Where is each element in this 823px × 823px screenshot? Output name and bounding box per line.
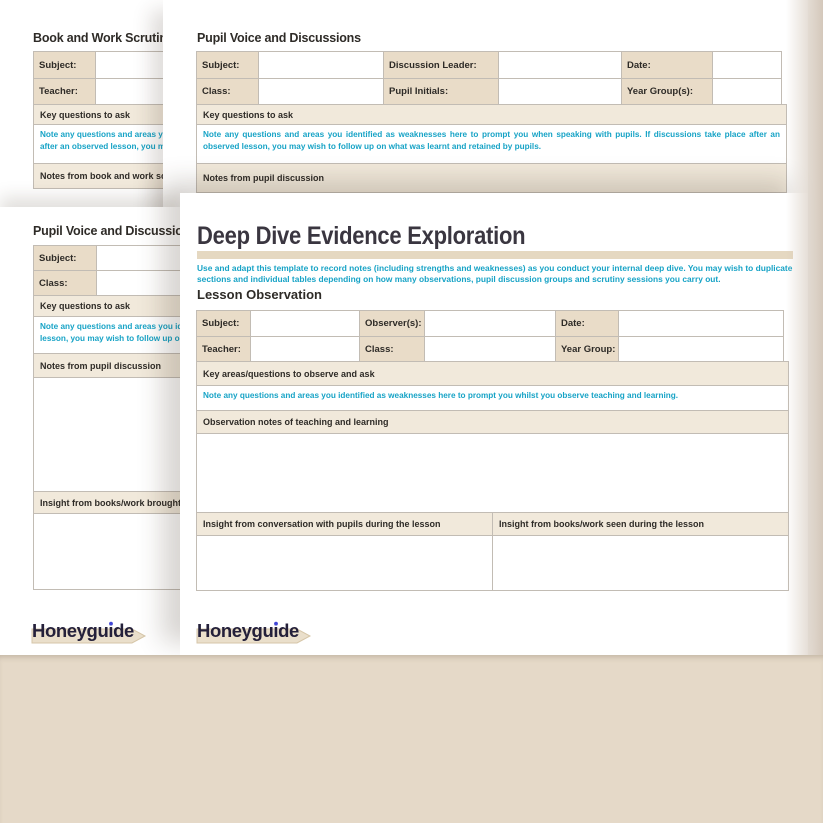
input-cell-class (96, 270, 180, 296)
lesson-observation-table: Subject: Observer(s): Date: Teacher: Cla… (196, 310, 789, 591)
note-cell: Note any questions and areas you identif… (33, 316, 180, 354)
input-cell-year-groups (712, 78, 782, 105)
input-cell-lesson-class (424, 336, 556, 362)
insight-pupils-header: Insight from conversation with pupils du… (196, 512, 493, 536)
input-cell-subject (258, 51, 384, 79)
label-observers: Observer(s): (359, 310, 425, 337)
logo-ribbon-arrow (31, 628, 147, 644)
input-cell-subject (96, 245, 180, 271)
logo-i-dot (109, 621, 113, 626)
label-subject: Subject: (196, 310, 251, 337)
insight-blank-cell (33, 513, 180, 590)
note-cell: Note any questions and areas you identif… (196, 385, 789, 411)
insight-pupils-blank-cell (196, 535, 493, 591)
logo-ribbon-arrow (196, 628, 312, 644)
input-cell-discussion-leader (498, 51, 622, 79)
input-cell-year-group (618, 336, 784, 362)
input-cell-pupil-initials (498, 78, 622, 105)
page-deep-dive-main: Deep Dive Evidence Exploration Use and a… (180, 193, 808, 655)
note-cell: Note any questions and areas you identif… (196, 124, 787, 164)
label-subject: Subject: (33, 51, 96, 79)
label-date: Date: (555, 310, 619, 337)
label-date: Date: (621, 51, 713, 79)
insight-books-blank-cell (492, 535, 789, 591)
pupil-voice-partial-table: Subject: Class: Key questions to ask Not… (33, 245, 180, 590)
page-pupil-voice-partial: Pupil Voice and Discussions Subject: Cla… (0, 207, 180, 655)
label-lesson-class: Class: (359, 336, 425, 362)
label-class: Class: (33, 270, 97, 296)
notes-header: Notes from pupil discussion (196, 163, 787, 193)
key-questions-header: Key questions to ask (33, 295, 180, 317)
pupil-voice-table: Subject: Discussion Leader: Date: Class:… (196, 51, 787, 193)
label-class: Class: (196, 78, 259, 105)
intro-text: Use and adapt this template to record no… (197, 263, 793, 284)
observation-notes-header: Observation notes of teaching and learni… (196, 410, 789, 434)
input-cell-class (258, 78, 384, 105)
note-line: after an observed lesson, you may wish t… (40, 142, 200, 152)
input-cell-date (712, 51, 782, 79)
page-title: Pupil Voice and Discussions (197, 31, 361, 45)
note-line: lesson, you may wish to follow up on wha… (40, 334, 180, 344)
label-subject: Subject: (33, 245, 97, 271)
insight-books-header: Insight from books/work seen during the … (492, 512, 789, 536)
logo-text: Honeyguide (32, 620, 134, 641)
input-cell-date (618, 310, 784, 337)
main-title: Deep Dive Evidence Exploration (197, 222, 526, 250)
logo-i-dot (274, 621, 278, 626)
label-subject: Subject: (196, 51, 259, 79)
label-year-groups: Year Group(s): (621, 78, 713, 105)
input-cell-observers (424, 310, 556, 337)
key-areas-header: Key areas/questions to observe and ask (196, 361, 789, 386)
label-year-group: Year Group: (555, 336, 619, 362)
page-title: Book and Work Scrutiny (33, 31, 174, 45)
label-teacher: Teacher: (33, 78, 96, 105)
label-teacher: Teacher: (196, 336, 251, 362)
key-questions-header: Key questions to ask (196, 104, 787, 125)
insight-header: Insight from books/work brought to the d… (33, 491, 180, 514)
notes-blank-cell (33, 377, 180, 492)
scrutiny-table: Subject: Teacher: Key questions to ask N… (33, 51, 200, 189)
input-cell-subject (250, 310, 360, 337)
honeyguide-logo: Honeyguide (196, 620, 312, 644)
label-discussion-leader: Discussion Leader: (383, 51, 499, 79)
observation-notes-blank-cell (196, 433, 789, 513)
note-line: Note any questions and areas you identif… (40, 322, 180, 331)
input-cell-teacher (250, 336, 360, 362)
title-underline (197, 251, 793, 259)
label-pupil-initials: Pupil Initials: (383, 78, 499, 105)
logo-text: Honeyguide (197, 620, 299, 641)
note-line: Note any questions and areas you identif… (40, 130, 200, 139)
lesson-observation-heading: Lesson Observation (197, 287, 322, 302)
notes-header: Notes from pupil discussion (33, 353, 180, 378)
product-banner: Deep Dive Evidence Exploration Maths Dee… (0, 655, 823, 823)
honeyguide-logo: Honeyguide (31, 620, 147, 644)
page-title: Pupil Voice and Discussions (33, 224, 180, 238)
